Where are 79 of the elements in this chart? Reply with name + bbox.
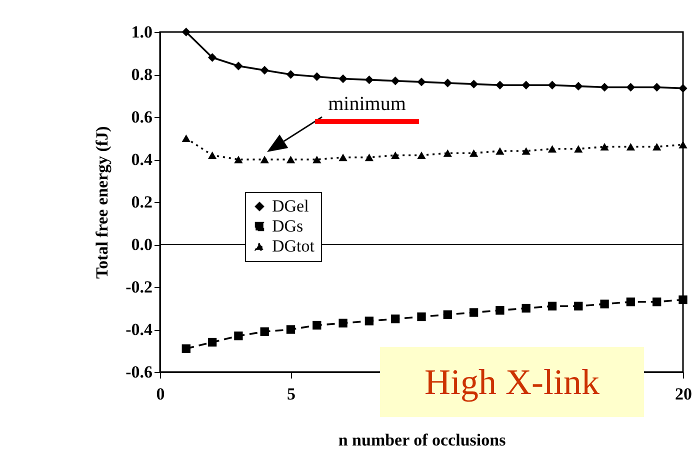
x-tick-label: 20 [675, 384, 692, 404]
point [548, 302, 557, 310]
y-tick-label: -0.6 [126, 362, 152, 382]
y-tick-label: -0.4 [126, 320, 153, 339]
y-axis-title: Total free energy (fJ) [92, 126, 112, 279]
point [364, 154, 374, 162]
point [496, 80, 504, 90]
point [338, 74, 348, 84]
point [260, 156, 269, 164]
x-axis-title: n number of occlusions [338, 430, 506, 450]
point [678, 295, 688, 304]
y-tick-label: 1.0 [131, 22, 152, 42]
point [469, 308, 478, 317]
legend-label: DGtot [272, 236, 315, 256]
point [417, 78, 426, 86]
point [312, 72, 322, 81]
point [522, 147, 530, 155]
point [600, 82, 609, 92]
point [391, 314, 400, 324]
y-tick-label: 0.6 [131, 108, 152, 126]
point [182, 28, 190, 36]
point [600, 300, 609, 308]
point [260, 66, 269, 75]
point [443, 78, 452, 88]
point [417, 312, 426, 322]
point [496, 306, 504, 315]
point [338, 318, 348, 328]
point [600, 143, 609, 150]
annotation: minimum [328, 93, 406, 115]
point [260, 327, 269, 336]
point [469, 149, 478, 157]
point [286, 156, 296, 164]
point [496, 147, 504, 155]
y-tick-label: 0.4 [131, 150, 153, 169]
point [182, 344, 190, 353]
annotation: High X-link [380, 347, 644, 417]
y-tick-label: -0.2 [126, 278, 152, 296]
point [312, 320, 322, 330]
point [626, 298, 636, 306]
x-tick-label: 0 [156, 384, 165, 404]
legend-label: DGs [272, 216, 304, 236]
point [208, 53, 217, 62]
point [182, 134, 190, 142]
legend-label: DGel [272, 196, 310, 216]
point [443, 149, 452, 157]
point [286, 325, 296, 334]
point [574, 145, 583, 153]
point [678, 84, 688, 93]
point [652, 298, 662, 306]
point [417, 152, 426, 159]
point [469, 80, 478, 88]
point [574, 302, 583, 310]
point [364, 75, 374, 84]
point [234, 156, 243, 164]
point [522, 304, 530, 313]
point [626, 82, 636, 92]
point [234, 62, 243, 70]
point [391, 152, 400, 159]
point [208, 152, 217, 159]
point [338, 154, 348, 162]
y-tick-label: 0.0 [131, 235, 152, 254]
point [574, 82, 583, 91]
point [234, 332, 243, 340]
point [548, 145, 557, 153]
y-tick-label: 0.8 [131, 65, 152, 84]
point [548, 80, 557, 90]
y-tick-label: 0.2 [131, 192, 152, 212]
point [678, 140, 688, 148]
point [522, 80, 530, 90]
point [652, 143, 662, 150]
point [364, 316, 374, 326]
point [208, 338, 217, 347]
x-tick-label: 5 [287, 384, 296, 404]
point [391, 76, 400, 86]
point [312, 156, 322, 164]
point [443, 310, 452, 319]
point [652, 82, 662, 92]
point [286, 70, 296, 79]
point [626, 143, 636, 150]
